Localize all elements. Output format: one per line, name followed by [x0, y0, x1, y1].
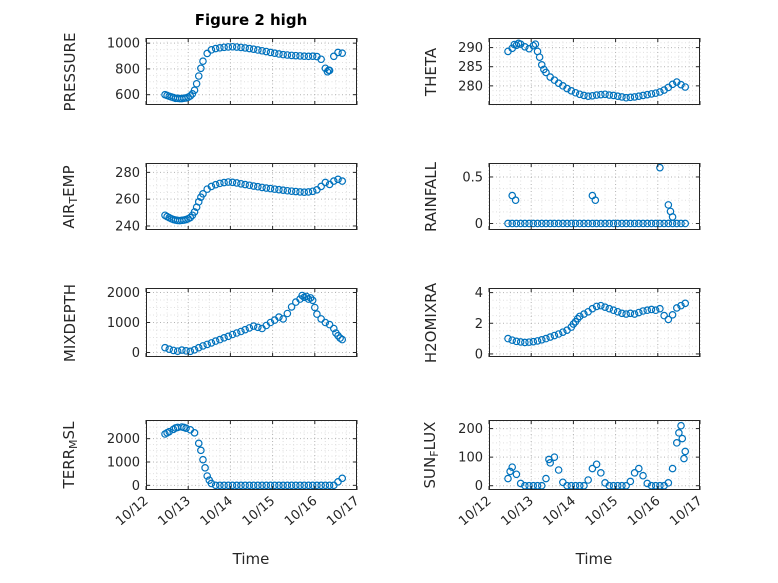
y-tick-label: 2000: [107, 432, 140, 447]
y-tick-label: 0: [475, 217, 483, 232]
x-tick-label: 10/12: [456, 494, 494, 530]
y-axis-label-theta: THETA: [422, 47, 440, 96]
plot-area-sunflux: 0 100 200 10/12 10/13 10/14 10/15 10/16 10/17: [456, 420, 706, 529]
y-tick-label: 240: [115, 219, 140, 234]
y-axis-label-terrmsl: TERRMSL: [60, 421, 80, 489]
y-tick-label: 0: [475, 347, 483, 362]
subplot-rainfall: RAINFALL 0 0.5: [422, 162, 701, 232]
x-tick-label: 10/14: [541, 494, 579, 530]
y-axis-label-pressure: PRESSURE: [61, 32, 79, 111]
x-tick-label: 10/15: [583, 494, 621, 530]
plot-area-airtemp: 240 260 280: [115, 163, 358, 234]
x-tick-label: 10/14: [198, 494, 236, 530]
y-tick-label: 260: [115, 193, 140, 208]
x-tick-label: 10/15: [240, 494, 278, 530]
x-tick-label: 10/12: [113, 494, 151, 530]
y-tick-label: 0: [475, 479, 483, 494]
y-axis-label-airtemp: AIRTEMP: [60, 164, 80, 229]
y-axis-label-sunflux: SUNFLUX: [421, 421, 441, 489]
y-tick-label: 0: [132, 346, 140, 361]
y-tick-label: 200: [458, 422, 483, 437]
subplot-pressure: PRESSURE 600 800 1000: [61, 32, 358, 111]
y-axis-label-rainfall: RAINFALL: [422, 161, 440, 232]
subplot-terrmsl: TERRMSL 0 1000 2000 10/12 10/13 10/14 10/15 10/…: [60, 420, 363, 529]
subplot-theta: THETA 280 285 290: [422, 38, 701, 106]
y-tick-label: 285: [458, 60, 483, 75]
subplot-mixdepth: MIXDEPTH 0 1000 2000: [61, 283, 358, 362]
subplot-h2omixra: H2OMIXRA 0 2 4: [422, 282, 701, 363]
plot-area-terrmsl: 0 1000 2000 10/12 10/13 10/14 10/15 10/16 10/17: [107, 420, 363, 529]
y-tick-label: 1000: [107, 316, 140, 331]
y-tick-label: 4: [475, 286, 483, 301]
x-axis-label-right: Time: [575, 550, 613, 568]
y-axis-label-h2omixra: H2OMIXRA: [422, 282, 440, 363]
x-tick-label: 10/17: [324, 494, 362, 530]
plot-area-h2omixra: 0 2 4: [475, 286, 701, 362]
y-tick-label: 2000: [107, 286, 140, 301]
y-tick-label: 100: [458, 451, 483, 466]
y-tick-label: 280: [115, 166, 140, 181]
x-axis-label-left: Time: [232, 550, 270, 568]
plot-area-pressure: 600 800 1000: [107, 37, 358, 105]
y-tick-label: 2: [475, 317, 483, 332]
x-tick-label: 10/16: [625, 494, 663, 530]
x-tick-label: 10/17: [667, 494, 705, 530]
plot-area-theta: 280 285 290: [458, 38, 701, 106]
plot-area-rainfall: 00.5: [462, 163, 701, 232]
y-tick-label: 290: [458, 41, 483, 56]
figure-title: Figure 2 high: [194, 11, 308, 29]
y-tick-label: 800: [115, 62, 140, 77]
y-tick-label: 0.5: [462, 170, 483, 185]
x-tick-label: 10/16: [282, 494, 320, 530]
x-tick-label: 10/13: [155, 494, 193, 530]
y-tick-label: 600: [115, 88, 140, 103]
y-tick-label: 1000: [107, 456, 140, 471]
subplot-airtemp: AIRTEMP 240 260 280: [60, 163, 358, 234]
y-tick-label: 280: [458, 79, 483, 94]
y-tick-label: 1000: [107, 37, 140, 52]
plot-area-mixdepth: 0 1000 2000: [107, 286, 358, 361]
y-tick-label: 0: [132, 479, 140, 494]
x-tick-label: 10/13: [498, 494, 536, 530]
subplot-sunflux: SUNFLUX 0 100 200 10/12 10/13 10/14 10/15 10/16…: [421, 420, 706, 529]
y-axis-label-mixdepth: MIXDEPTH: [61, 283, 79, 362]
